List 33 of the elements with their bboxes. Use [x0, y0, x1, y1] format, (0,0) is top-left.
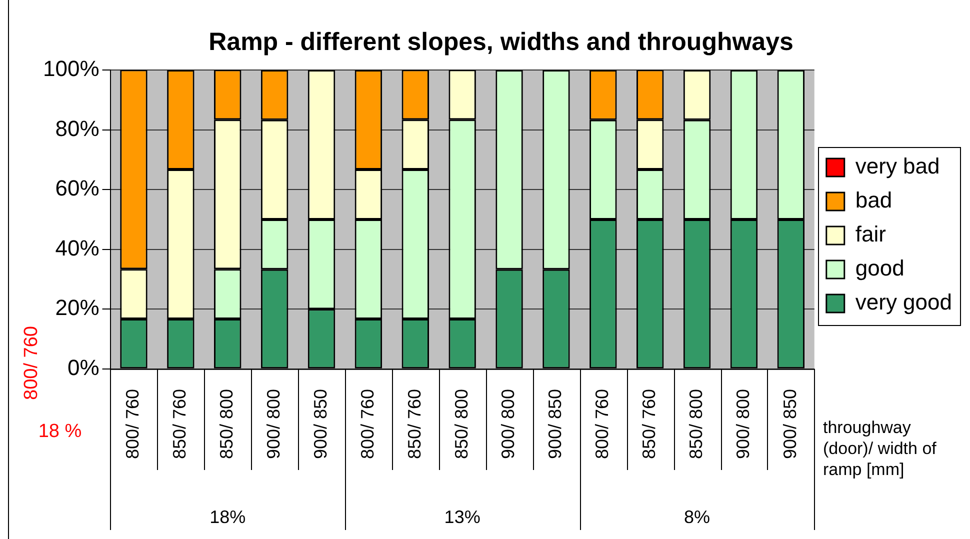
y-tick-label: 20%	[55, 295, 100, 320]
x-tick-label: 850/ 760	[404, 388, 424, 460]
x-tick-label: 900/ 850	[780, 388, 800, 460]
x-tick-label: 900/ 850	[310, 388, 330, 460]
text: 8%	[684, 506, 710, 527]
y-tick-label: 60%	[55, 176, 100, 201]
x-tick-label: 800/ 760	[357, 388, 378, 460]
x-axis-title: throughway (door)/ width of ramp [mm]	[823, 418, 937, 480]
x-tick-label: 900/ 800	[498, 388, 518, 460]
x-tick-label: 900/ 850	[545, 388, 566, 460]
legend-label: good	[855, 256, 904, 281]
y-tick-label: 40%	[55, 235, 100, 260]
legend-label: fair	[855, 222, 886, 247]
legend-label: very good	[855, 290, 952, 315]
text: 18 %	[38, 421, 82, 442]
y-tick-label: 0%	[67, 354, 100, 380]
x-tick-label: 850/ 760	[170, 388, 190, 460]
x-tick-label: 900/ 800	[264, 388, 284, 460]
x-tick-label: 800/ 760	[592, 388, 612, 460]
y-tick-label: 80%	[55, 116, 100, 141]
legend-label: bad	[855, 188, 892, 213]
x-tick-label: 850/ 760	[639, 388, 660, 460]
y-tick-label: 100%	[42, 56, 100, 82]
x-tick-label: 850/ 800	[451, 388, 472, 460]
x-tick-label: 800/ 760	[122, 388, 143, 460]
legend-label: very bad	[855, 154, 940, 179]
x-tick-label: 850/ 800	[686, 388, 706, 460]
text: 800/ 760	[21, 326, 42, 400]
x-tick-label: 900/ 800	[732, 388, 753, 460]
text: 18%	[210, 506, 246, 527]
chart-title: Ramp - different slopes, widths and throughways	[208, 28, 794, 56]
x-tick-label: 850/ 800	[216, 388, 237, 460]
text: 13%	[444, 506, 480, 527]
